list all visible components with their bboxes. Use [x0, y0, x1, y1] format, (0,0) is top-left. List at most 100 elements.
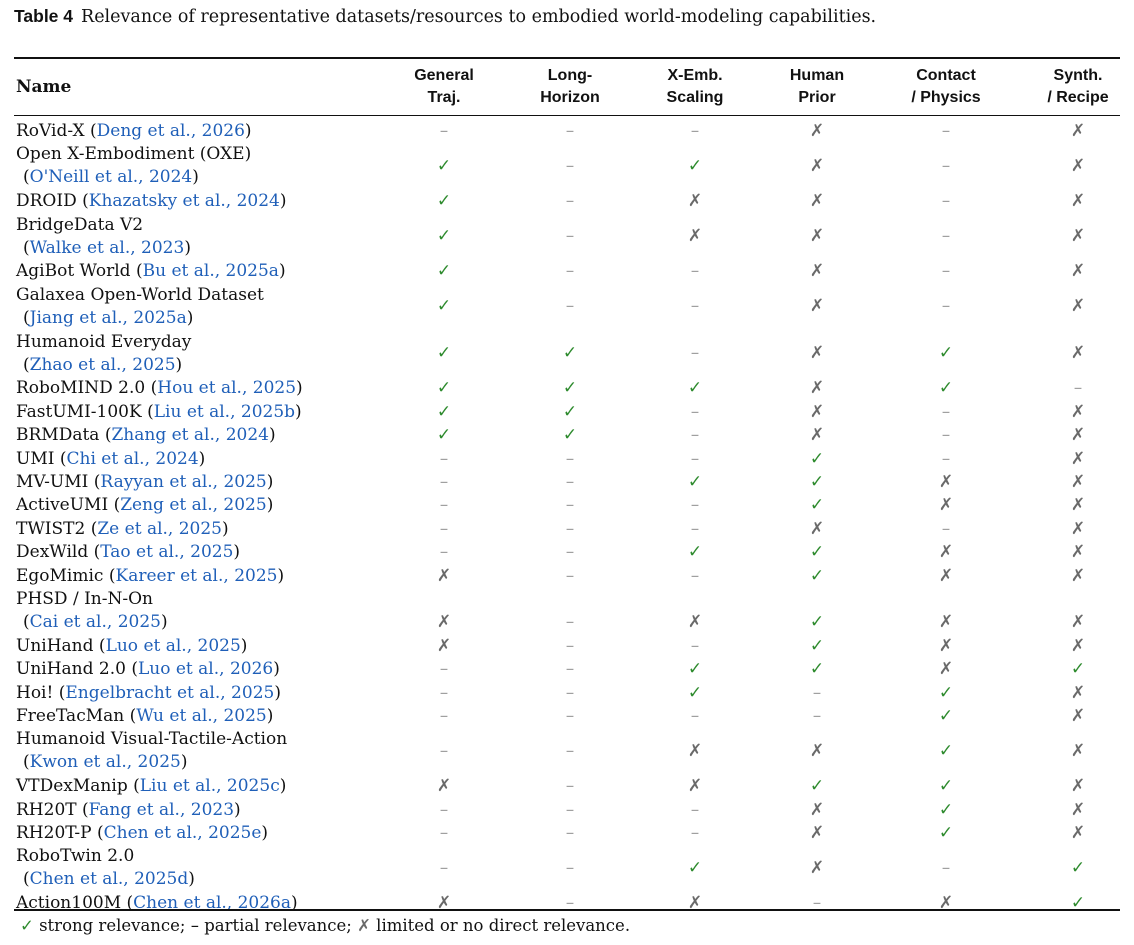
citation-link[interactable]: Ze et al., 2025 [97, 518, 222, 539]
synth-recipe-cross-icon: ✗ [1070, 261, 1086, 282]
dataset-title: Hoi! [16, 682, 54, 703]
dataset-name: AgiBot World (Bu et al., 2025a) [16, 261, 286, 282]
citation-link[interactable]: Kareer et al., 2025 [115, 565, 278, 586]
citation-link[interactable]: Deng et al., 2026 [96, 121, 245, 141]
citation-link[interactable]: Kwon et al., 2025 [29, 752, 181, 773]
contact-physics-dash-icon: – [941, 518, 951, 539]
contact-physics-cross-icon: ✗ [938, 612, 954, 633]
dataset-name: RoboMIND 2.0 (Hou et al., 2025) [16, 378, 303, 399]
long-horizon-dash-icon: – [565, 542, 575, 563]
citation-link[interactable]: Khazatsky et al., 2024 [88, 191, 280, 212]
synth-recipe-cross-icon: ✗ [1070, 776, 1086, 797]
citation-link[interactable]: Chen et al., 2025e [103, 823, 262, 843]
contact-physics-check-icon: ✓ [938, 741, 954, 762]
bottom-rule [14, 909, 1120, 911]
human-prior-cross-icon: ✗ [809, 518, 825, 539]
synth-recipe-cross-icon: ✗ [1070, 226, 1086, 247]
long-horizon-dash-icon: – [565, 612, 575, 633]
citation-link[interactable]: Fang et al., 2023 [88, 799, 235, 820]
human-prior-cross-icon: ✗ [809, 378, 825, 399]
general-traj-check-icon: ✓ [436, 296, 452, 317]
dataset-name: RoboTwin 2.0 (Chen et al., 2025d) [16, 846, 195, 890]
dataset-title: UMI [16, 448, 55, 469]
general-traj-dash-icon: – [439, 121, 449, 141]
legend-check-icon: ✓ [20, 916, 34, 935]
table-row: FastUMI-100K (Liu et al., 2025b) ✓ ✓ – ✗ – ✗ [0, 401, 1134, 424]
general-traj-cross-icon: ✗ [436, 893, 452, 914]
citation-link[interactable]: Rayyan et al., 2025 [100, 472, 267, 492]
dataset-title: Action100M [16, 893, 122, 914]
dataset-title: RH20T [16, 799, 77, 820]
citation-link[interactable]: Chen et al., 2026a [133, 893, 292, 914]
citation-link[interactable]: Liu et al., 2025b [153, 401, 296, 422]
synth-recipe-cross-icon: ✗ [1070, 401, 1086, 422]
table-row: ActiveUMI (Zeng et al., 2025) – – – ✓ ✗ ✗ [0, 494, 1134, 517]
long-horizon-dash-icon: – [565, 518, 575, 539]
citation-link[interactable]: Engelbracht et al., 2025 [65, 682, 275, 703]
contact-physics-cross-icon: ✗ [938, 542, 954, 563]
citation-link[interactable]: Zhao et al., 2025 [29, 354, 176, 375]
citation-link[interactable]: Hou et al., 2025 [157, 378, 297, 399]
table-row: UMI (Chi et al., 2024) – – – ✓ – ✗ [0, 448, 1134, 471]
contact-physics-dash-icon: – [941, 226, 951, 247]
dataset-name: ActiveUMI (Zeng et al., 2025) [16, 495, 274, 516]
x-emb-scaling-dash-icon: – [690, 261, 700, 282]
long-horizon-dash-icon: – [565, 261, 575, 282]
citation-link[interactable]: Luo et al., 2025 [105, 635, 241, 656]
citation-link[interactable]: O'Neill et al., 2024 [29, 167, 193, 188]
citation-link[interactable]: Chen et al., 2025d [29, 869, 189, 890]
synth-recipe-cross-icon: ✗ [1070, 156, 1086, 177]
general-traj-check-icon: ✓ [436, 401, 452, 422]
x-emb-scaling-cross-icon: ✗ [687, 741, 703, 762]
citation-link[interactable]: Bu et al., 2025a [142, 261, 279, 282]
contact-physics-cross-icon: ✗ [938, 565, 954, 586]
contact-physics-check-icon: ✓ [938, 799, 954, 820]
general-traj-cross-icon: ✗ [436, 612, 452, 633]
citation-link[interactable]: Luo et al., 2026 [138, 659, 274, 680]
long-horizon-dash-icon: – [565, 799, 575, 820]
table-caption: Table 4 Relevance of representative datas… [14, 6, 876, 27]
synth-recipe-cross-icon: ✗ [1070, 612, 1086, 633]
x-emb-scaling-cross-icon: ✗ [687, 893, 703, 914]
human-prior-cross-icon: ✗ [809, 296, 825, 317]
synth-recipe-cross-icon: ✗ [1070, 191, 1086, 212]
dataset-name: Open X-Embodiment (OXE) (O'Neill et al., … [16, 144, 252, 188]
general-traj-dash-icon: – [439, 682, 449, 703]
human-prior-dash-icon: – [812, 682, 822, 703]
x-emb-scaling-check-icon: ✓ [687, 682, 703, 703]
x-emb-scaling-dash-icon: – [690, 296, 700, 317]
human-prior-check-icon: ✓ [809, 612, 825, 633]
human-prior-cross-icon: ✗ [809, 858, 825, 879]
x-emb-scaling-cross-icon: ✗ [687, 226, 703, 247]
table-legend: ✓ strong relevance; – partial relevance;… [20, 916, 630, 935]
x-emb-scaling-check-icon: ✓ [687, 378, 703, 399]
long-horizon-dash-icon: – [565, 156, 575, 177]
contact-physics-dash-icon: – [941, 858, 951, 879]
long-horizon-dash-icon: – [565, 741, 575, 762]
citation-link[interactable]: Chi et al., 2024 [66, 448, 199, 469]
citation-link[interactable]: Walke et al., 2023 [29, 237, 185, 258]
contact-physics-dash-icon: – [941, 261, 951, 282]
citation-link[interactable]: Wu et al., 2025 [136, 706, 267, 726]
citation-link[interactable]: Jiang et al., 2025a [29, 307, 187, 328]
citation-link[interactable]: Cai et al., 2025 [29, 612, 161, 632]
dataset-title: Humanoid Everyday [16, 331, 192, 352]
synth-recipe-cross-icon: ✗ [1070, 343, 1086, 364]
contact-physics-check-icon: ✓ [938, 682, 954, 703]
synth-recipe-check-icon: ✓ [1070, 659, 1086, 680]
citation-link[interactable]: Tao et al., 2025 [100, 542, 234, 563]
caption-text: Relevance of representative datasets/res… [81, 7, 877, 27]
legend-dash-text: partial relevance; [204, 916, 352, 935]
header-general-traj: General Traj. [414, 67, 474, 106]
citation-link[interactable]: Zeng et al., 2025 [120, 495, 267, 516]
x-emb-scaling-dash-icon: – [690, 706, 700, 726]
table-row: MV-UMI (Rayyan et al., 2025) – – ✓ ✓ ✗ ✗ [0, 471, 1134, 494]
table-row: Hoi! (Engelbracht et al., 2025) – – ✓ – ✓ ✗ [0, 682, 1134, 705]
citation-link[interactable]: Liu et al., 2025c [139, 776, 280, 797]
dataset-title: RoboTwin 2.0 [16, 846, 135, 867]
table-row: RoboMIND 2.0 (Hou et al., 2025) ✓ ✓ ✓ ✗ ✓ – [0, 377, 1134, 400]
dataset-name: FastUMI-100K (Liu et al., 2025b) [16, 401, 302, 422]
header-human-prior: Human Prior [789, 67, 845, 106]
citation-link[interactable]: Zhang et al., 2024 [111, 425, 269, 446]
dataset-title: RoVid-X [16, 121, 85, 141]
